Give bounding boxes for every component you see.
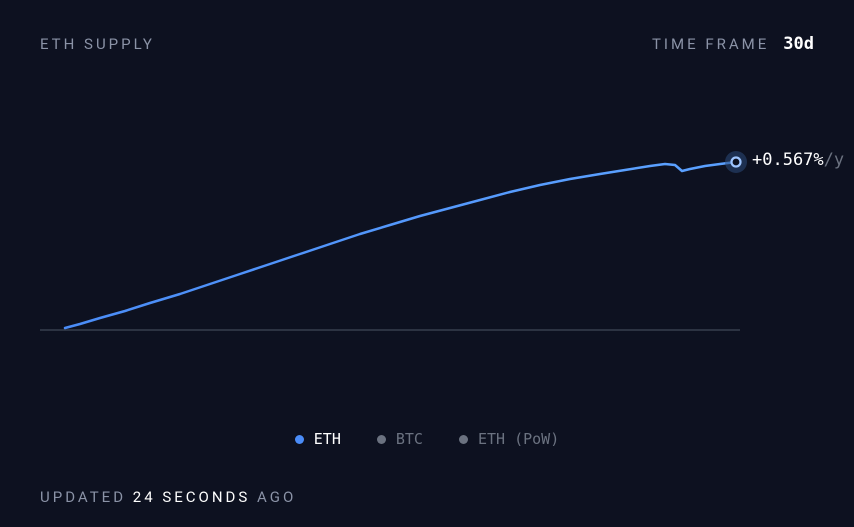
timeframe-value: 30d <box>783 34 814 54</box>
page-title: ETH SUPPLY <box>40 35 155 53</box>
legend-dot-icon <box>295 435 304 444</box>
timeframe-selector[interactable]: TIME FRAME 30d <box>652 34 814 54</box>
timeframe-label: TIME FRAME <box>652 35 769 53</box>
legend-dot-icon <box>377 435 386 444</box>
chart-value-label: +0.567% /y <box>752 150 844 170</box>
legend-label: ETH <box>314 430 341 448</box>
header: ETH SUPPLY TIME FRAME 30d <box>40 34 814 54</box>
chart-line-eth <box>65 162 736 328</box>
legend-dot-icon <box>459 435 468 444</box>
endpoint-marker <box>732 158 741 167</box>
updated-suffix: AGO <box>257 488 296 506</box>
chart-legend: ETH BTC ETH (PoW) <box>0 430 854 448</box>
legend-item-eth[interactable]: ETH <box>295 430 341 448</box>
updated-prefix: UPDATED <box>40 488 133 506</box>
legend-label: BTC <box>396 430 423 448</box>
supply-chart <box>40 130 740 340</box>
chart-svg <box>40 130 740 340</box>
change-unit: /y <box>824 150 844 170</box>
updated-status: UPDATED 24 SECONDS AGO <box>40 488 296 506</box>
legend-item-eth-pow-[interactable]: ETH (PoW) <box>459 430 559 448</box>
legend-item-btc[interactable]: BTC <box>377 430 423 448</box>
legend-label: ETH (PoW) <box>478 430 559 448</box>
change-percent: +0.567% <box>752 150 824 170</box>
updated-value: 24 SECONDS <box>133 488 251 506</box>
